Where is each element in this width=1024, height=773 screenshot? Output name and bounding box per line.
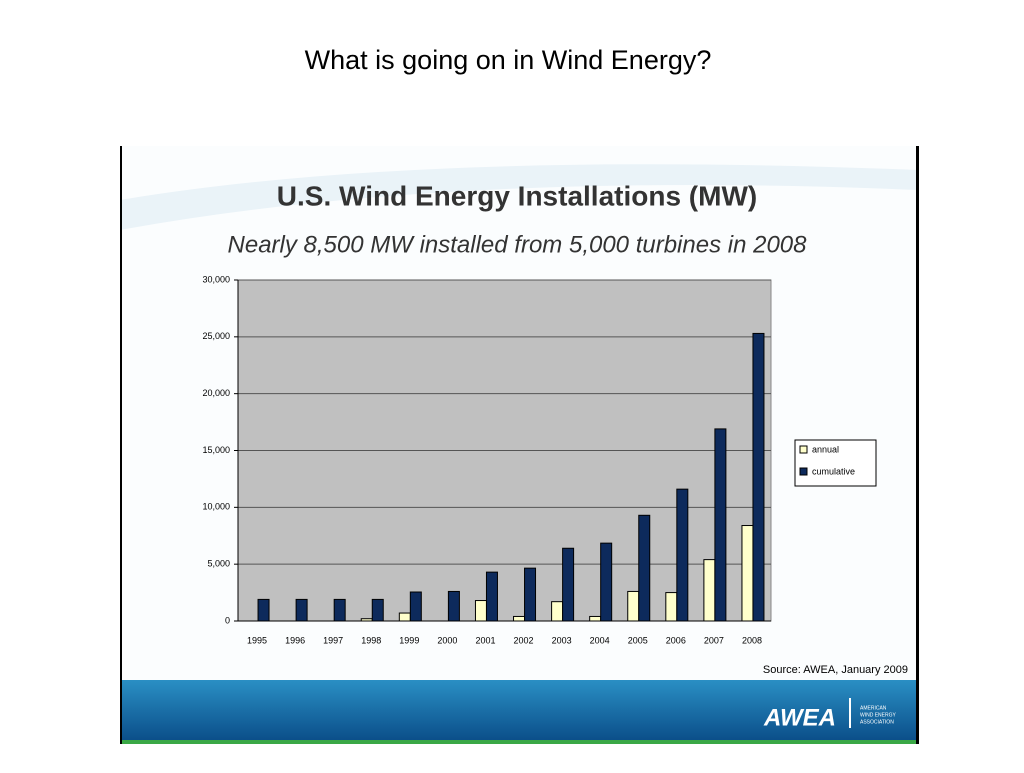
frame-edge [916, 146, 919, 744]
bar [665, 592, 678, 622]
y-tick-label: 15,000 [202, 445, 230, 455]
y-tick-label: 30,000 [202, 274, 230, 284]
chart-title: U.S. Wind Energy Installations (MW) [277, 180, 757, 211]
footer-band [120, 680, 918, 740]
x-tick-label: 1996 [285, 635, 305, 645]
bar [600, 542, 613, 622]
x-tick-label: 2007 [704, 635, 724, 645]
x-tick-label: 1995 [247, 635, 267, 645]
logo-tagline: AMERICAN [860, 705, 887, 711]
bar [398, 612, 411, 622]
x-tick-label: 2008 [742, 635, 762, 645]
source: Source: AWEA, January 2009 [763, 664, 908, 676]
x-tick-label: 1998 [361, 635, 381, 645]
x-tick-label: 2000 [437, 635, 457, 645]
logo-name: AWEA [763, 704, 836, 731]
chart-subtitle: Nearly 8,500 MW installed from 5,000 tur… [228, 231, 808, 258]
bar [257, 598, 270, 622]
bar [741, 525, 754, 622]
x-tick-label: 2004 [590, 635, 610, 645]
x-tick-label: 1999 [399, 635, 419, 645]
y-tick-label: 20,000 [202, 388, 230, 398]
footer-line [120, 740, 918, 744]
y-tick-label: 0 [225, 615, 230, 625]
x-tick-label: 1997 [323, 635, 343, 645]
bar [627, 590, 640, 622]
bar [551, 601, 564, 622]
x-tick-label: 2001 [475, 635, 495, 645]
bar [474, 600, 487, 622]
y-tick-label: 25,000 [202, 331, 230, 341]
bar [714, 428, 727, 622]
bar [562, 547, 575, 622]
x-tick-label: 2006 [666, 635, 686, 645]
slide-title: What is going on in Wind Energy? [305, 45, 712, 75]
legend-label: cumulative [812, 466, 855, 476]
y-tick-label: 10,000 [202, 502, 230, 512]
bar [703, 559, 716, 622]
x-tick-label: 2002 [514, 635, 534, 645]
x-tick-label: 2003 [552, 635, 572, 645]
legend-label: annual [812, 444, 839, 454]
frame-edge [120, 146, 122, 744]
bar [409, 591, 422, 622]
x-tick-label: 2005 [628, 635, 648, 645]
bar [360, 618, 373, 622]
legend-swatch [799, 467, 808, 476]
bar [676, 488, 689, 622]
legend-swatch [799, 445, 808, 454]
bar [524, 567, 537, 622]
swoosh [120, 164, 918, 230]
bar [513, 615, 526, 622]
bar [485, 571, 498, 622]
logo-tagline: ASSOCIATION [860, 719, 894, 725]
y-tick-label: 5,000 [207, 559, 230, 569]
bar [333, 598, 346, 622]
bar [752, 332, 765, 622]
logo-tagline: WIND ENERGY [860, 712, 897, 718]
legend-box [794, 439, 877, 487]
bar [447, 590, 460, 622]
bar [638, 514, 651, 622]
bar [589, 615, 602, 622]
bar [371, 598, 384, 622]
bar [295, 598, 308, 622]
